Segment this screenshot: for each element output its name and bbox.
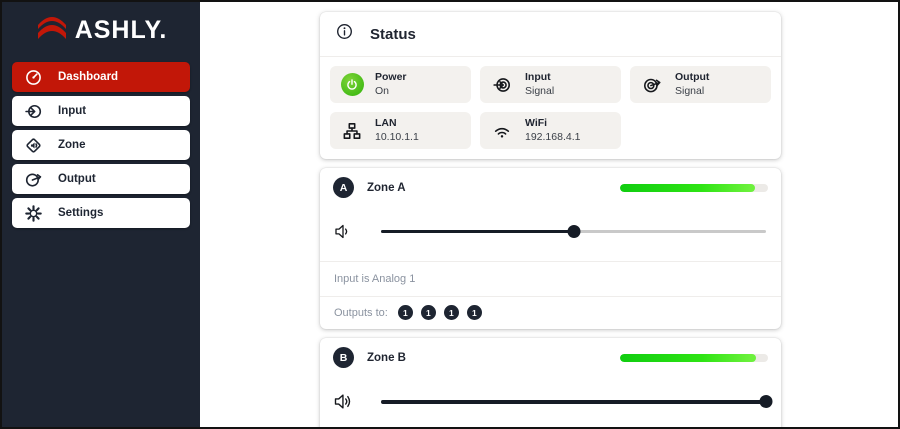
status-card: Status Power On: [320, 12, 781, 159]
tile-value: Signal: [675, 84, 705, 97]
tile-label: Input: [525, 71, 551, 84]
output-badge: 1: [443, 305, 459, 320]
zone-b-volume-thumb[interactable]: [759, 395, 773, 408]
sidebar-item-label: Dashboard: [58, 71, 119, 83]
zone-a-outputs-row: Outputs to: 1 1 1 1: [320, 297, 781, 329]
status-tile-power: Power On: [330, 66, 471, 103]
sidebar-item-output[interactable]: Output: [12, 164, 190, 194]
status-tiles: Power On Input Signal: [320, 57, 781, 159]
lan-icon: [339, 122, 365, 140]
logo-text: ASHLY.: [74, 16, 168, 44]
slider-fill: [381, 400, 766, 404]
tile-value: 10.10.1.1: [375, 130, 419, 143]
tile-value: On: [375, 84, 390, 97]
sidebar-item-settings[interactable]: Settings: [12, 198, 190, 228]
zone-a-volume-slider[interactable]: [381, 225, 766, 238]
status-card-header: Status: [320, 12, 781, 57]
zone-a-signal-meter: [620, 183, 768, 192]
sidebar-item-label: Settings: [58, 207, 104, 219]
tile-label: WiFi: [525, 117, 548, 130]
zone-b-volume-slider[interactable]: [381, 395, 773, 408]
output-icon: [25, 171, 42, 188]
tile-label: LAN: [375, 117, 397, 130]
status-tile-wifi: WiFi 192.168.4.1: [480, 112, 621, 149]
sidebar-nav: Dashboard Input Zone: [2, 60, 200, 230]
zone-b-volume-row: [320, 376, 781, 427]
sidebar-item-label: Output: [58, 173, 96, 185]
sidebar: ASHLY. Dashboard Input: [2, 2, 200, 427]
zone-name: Zone A: [367, 181, 406, 194]
zone-a-volume-thumb[interactable]: [567, 225, 580, 238]
power-icon: [339, 73, 365, 96]
zone-b-card: B Zone B Input is OFF: [320, 338, 781, 427]
sidebar-item-input[interactable]: Input: [12, 96, 190, 126]
tile-value: 192.168.4.1: [525, 130, 581, 143]
gear-icon: [25, 204, 42, 222]
info-icon: [336, 23, 353, 45]
tile-label: Output: [675, 71, 710, 84]
tile-label: Power: [375, 71, 407, 84]
input-signal-icon: [489, 76, 515, 94]
divider: [320, 261, 781, 262]
sidebar-item-zone[interactable]: Zone: [12, 130, 190, 160]
volume-high-icon: [333, 393, 355, 410]
tile-value: Signal: [525, 84, 555, 97]
zone-badge: A: [333, 177, 354, 198]
sidebar-item-dashboard[interactable]: Dashboard: [12, 62, 190, 92]
zone-a-input-info: Input is Analog 1: [334, 273, 416, 285]
zone-name: Zone B: [367, 351, 406, 364]
wifi-icon: [489, 122, 515, 140]
zone-b-header: B Zone B: [320, 338, 781, 376]
ashly-chevron-icon: [35, 15, 69, 46]
sidebar-item-label: Input: [58, 105, 87, 117]
status-tile-lan: LAN 10.10.1.1: [330, 112, 471, 149]
output-badge: 1: [397, 305, 413, 320]
zone-b-signal-meter: [620, 353, 768, 362]
zone-a-volume-row: [320, 206, 781, 261]
main-content: Status Power On: [200, 2, 898, 427]
speedometer-icon: [25, 69, 42, 86]
status-title: Status: [370, 25, 416, 43]
divider: [320, 296, 781, 297]
zone-a-card: A Zone A Input is Analog 1 Outputs t: [320, 168, 781, 329]
status-tile-output: Output Signal: [630, 66, 771, 103]
output-badge: 1: [420, 305, 436, 320]
output-badge: 1: [466, 305, 482, 320]
zone-a-header: A Zone A: [320, 168, 781, 206]
output-badges: 1 1 1 1: [397, 305, 482, 320]
volume-low-icon: [333, 223, 355, 240]
sidebar-item-label: Zone: [58, 139, 86, 151]
zone-badge: B: [333, 347, 354, 368]
slider-fill: [381, 230, 574, 233]
logo: ASHLY.: [2, 2, 200, 60]
input-icon: [25, 103, 42, 120]
output-signal-icon: [639, 76, 665, 94]
status-tile-input: Input Signal: [480, 66, 621, 103]
outputs-label: Outputs to:: [334, 306, 388, 319]
zone-icon: [25, 137, 42, 154]
